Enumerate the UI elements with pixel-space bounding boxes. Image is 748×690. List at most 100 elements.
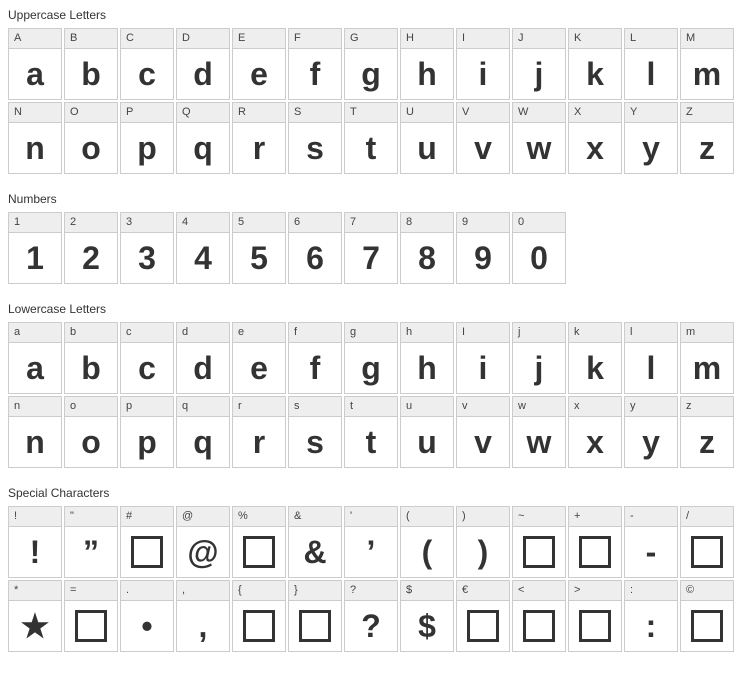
glyph-cell-glyph: 5 [233, 233, 285, 283]
glyph-row: 11223344556677889900 [8, 212, 740, 284]
glyph-cell: Ii [456, 28, 510, 100]
missing-glyph-icon [691, 536, 723, 568]
glyph-cell-label: Z [681, 103, 733, 123]
glyph-cell: Ff [288, 28, 342, 100]
glyph-cell-glyph: • [121, 601, 173, 651]
glyph-cell-label: " [65, 507, 117, 527]
glyph-cell: Jj [512, 28, 566, 100]
glyph-cell: Xx [568, 102, 622, 174]
glyph-cell: !! [8, 506, 62, 578]
glyph-cell-glyph: 3 [121, 233, 173, 283]
glyph-cell-label: A [9, 29, 61, 49]
glyph-cell-label: y [625, 397, 677, 417]
glyph-cell-label: J [513, 29, 565, 49]
glyph-cell-label: m [681, 323, 733, 343]
glyph-cell: Tt [344, 102, 398, 174]
glyph-cell: # [120, 506, 174, 578]
glyph-cell: "” [64, 506, 118, 578]
glyph-cell: uu [400, 396, 454, 468]
glyph-cell-glyph: 2 [65, 233, 117, 283]
glyph-cell-glyph: i [457, 343, 509, 393]
glyph-cell: bb [64, 322, 118, 394]
glyph-cell: qq [176, 396, 230, 468]
glyph-cell-glyph [289, 601, 341, 651]
glyph-cell-glyph: q [177, 417, 229, 467]
glyph-cell-label: R [233, 103, 285, 123]
glyph-cell-glyph [569, 527, 621, 577]
missing-glyph-icon [579, 536, 611, 568]
glyph-cell-label: E [233, 29, 285, 49]
glyph-cell: 33 [120, 212, 174, 284]
glyph-cell-glyph: v [457, 123, 509, 173]
missing-glyph-icon [523, 536, 555, 568]
glyph-cell-label: c [121, 323, 173, 343]
glyph-cell-label: 4 [177, 213, 229, 233]
glyph-cell-glyph: b [65, 49, 117, 99]
glyph-cell-label: I [457, 29, 509, 49]
glyph-cell: Hh [400, 28, 454, 100]
glyph-cell-glyph: e [233, 343, 285, 393]
glyph-cell-label: g [345, 323, 397, 343]
glyph-cell-label: W [513, 103, 565, 123]
glyph-cell-label: H [401, 29, 453, 49]
glyph-cell-glyph: x [569, 417, 621, 467]
glyph-cell-label: * [9, 581, 61, 601]
glyph-cell-glyph: 1 [9, 233, 61, 283]
glyph-cell-glyph: h [401, 343, 453, 393]
glyph-cell: @@ [176, 506, 230, 578]
font-chart: Uppercase LettersAaBbCcDdEeFfGgHhIiJjKkL… [8, 8, 740, 652]
glyph-cell-glyph: y [625, 417, 677, 467]
glyph-cell-glyph: 9 [457, 233, 509, 283]
glyph-row: *★=.•,,{}??$$€<>::© [8, 580, 740, 652]
glyph-cell: Nn [8, 102, 62, 174]
glyph-cell-label: , [177, 581, 229, 601]
glyph-cell-label: l [625, 323, 677, 343]
glyph-cell-label: P [121, 103, 173, 123]
glyph-cell-label: n [9, 397, 61, 417]
glyph-cell: Zz [680, 102, 734, 174]
glyph-cell-glyph: m [681, 49, 733, 99]
glyph-cell: -- [624, 506, 678, 578]
glyph-cell: © [680, 580, 734, 652]
section-title: Special Characters [8, 486, 740, 500]
glyph-cell-glyph: - [625, 527, 677, 577]
glyph-cell-label: I [457, 323, 509, 343]
section: Lowercase LettersaabbccddeeffgghhIijjkkl… [8, 302, 740, 468]
glyph-cell-glyph: @ [177, 527, 229, 577]
glyph-cell-label: V [457, 103, 509, 123]
glyph-cell-label: > [569, 581, 621, 601]
glyph-cell-glyph: ★ [9, 601, 61, 651]
glyph-cell: 99 [456, 212, 510, 284]
glyph-cell: 66 [288, 212, 342, 284]
glyph-cell-label: b [65, 323, 117, 343]
glyph-cell-glyph: g [345, 343, 397, 393]
glyph-cell-label: q [177, 397, 229, 417]
glyph-cell-label: f [289, 323, 341, 343]
glyph-cell: / [680, 506, 734, 578]
glyph-cell: ?? [344, 580, 398, 652]
glyph-cell: 44 [176, 212, 230, 284]
glyph-cell: Vv [456, 102, 510, 174]
glyph-cell: xx [568, 396, 622, 468]
glyph-cell-glyph: e [233, 49, 285, 99]
glyph-cell-label: 6 [289, 213, 341, 233]
glyph-cell-glyph: n [9, 123, 61, 173]
section-title: Lowercase Letters [8, 302, 740, 316]
glyph-cell-label: Q [177, 103, 229, 123]
glyph-cell: 00 [512, 212, 566, 284]
glyph-cell: Yy [624, 102, 678, 174]
glyph-cell-glyph: z [681, 417, 733, 467]
glyph-cell: )) [456, 506, 510, 578]
glyph-cell: = [64, 580, 118, 652]
glyph-cell: Gg [344, 28, 398, 100]
glyph-cell-glyph [233, 527, 285, 577]
glyph-cell-label: F [289, 29, 341, 49]
glyph-cell-label: & [289, 507, 341, 527]
glyph-cell-glyph: u [401, 417, 453, 467]
glyph-cell-glyph: p [121, 417, 173, 467]
glyph-cell: Kk [568, 28, 622, 100]
glyph-cell-label: L [625, 29, 677, 49]
glyph-cell-glyph: m [681, 343, 733, 393]
glyph-row: nnooppqqrrssttuuvvwwxxyyzz [8, 396, 740, 468]
glyph-cell: ss [288, 396, 342, 468]
